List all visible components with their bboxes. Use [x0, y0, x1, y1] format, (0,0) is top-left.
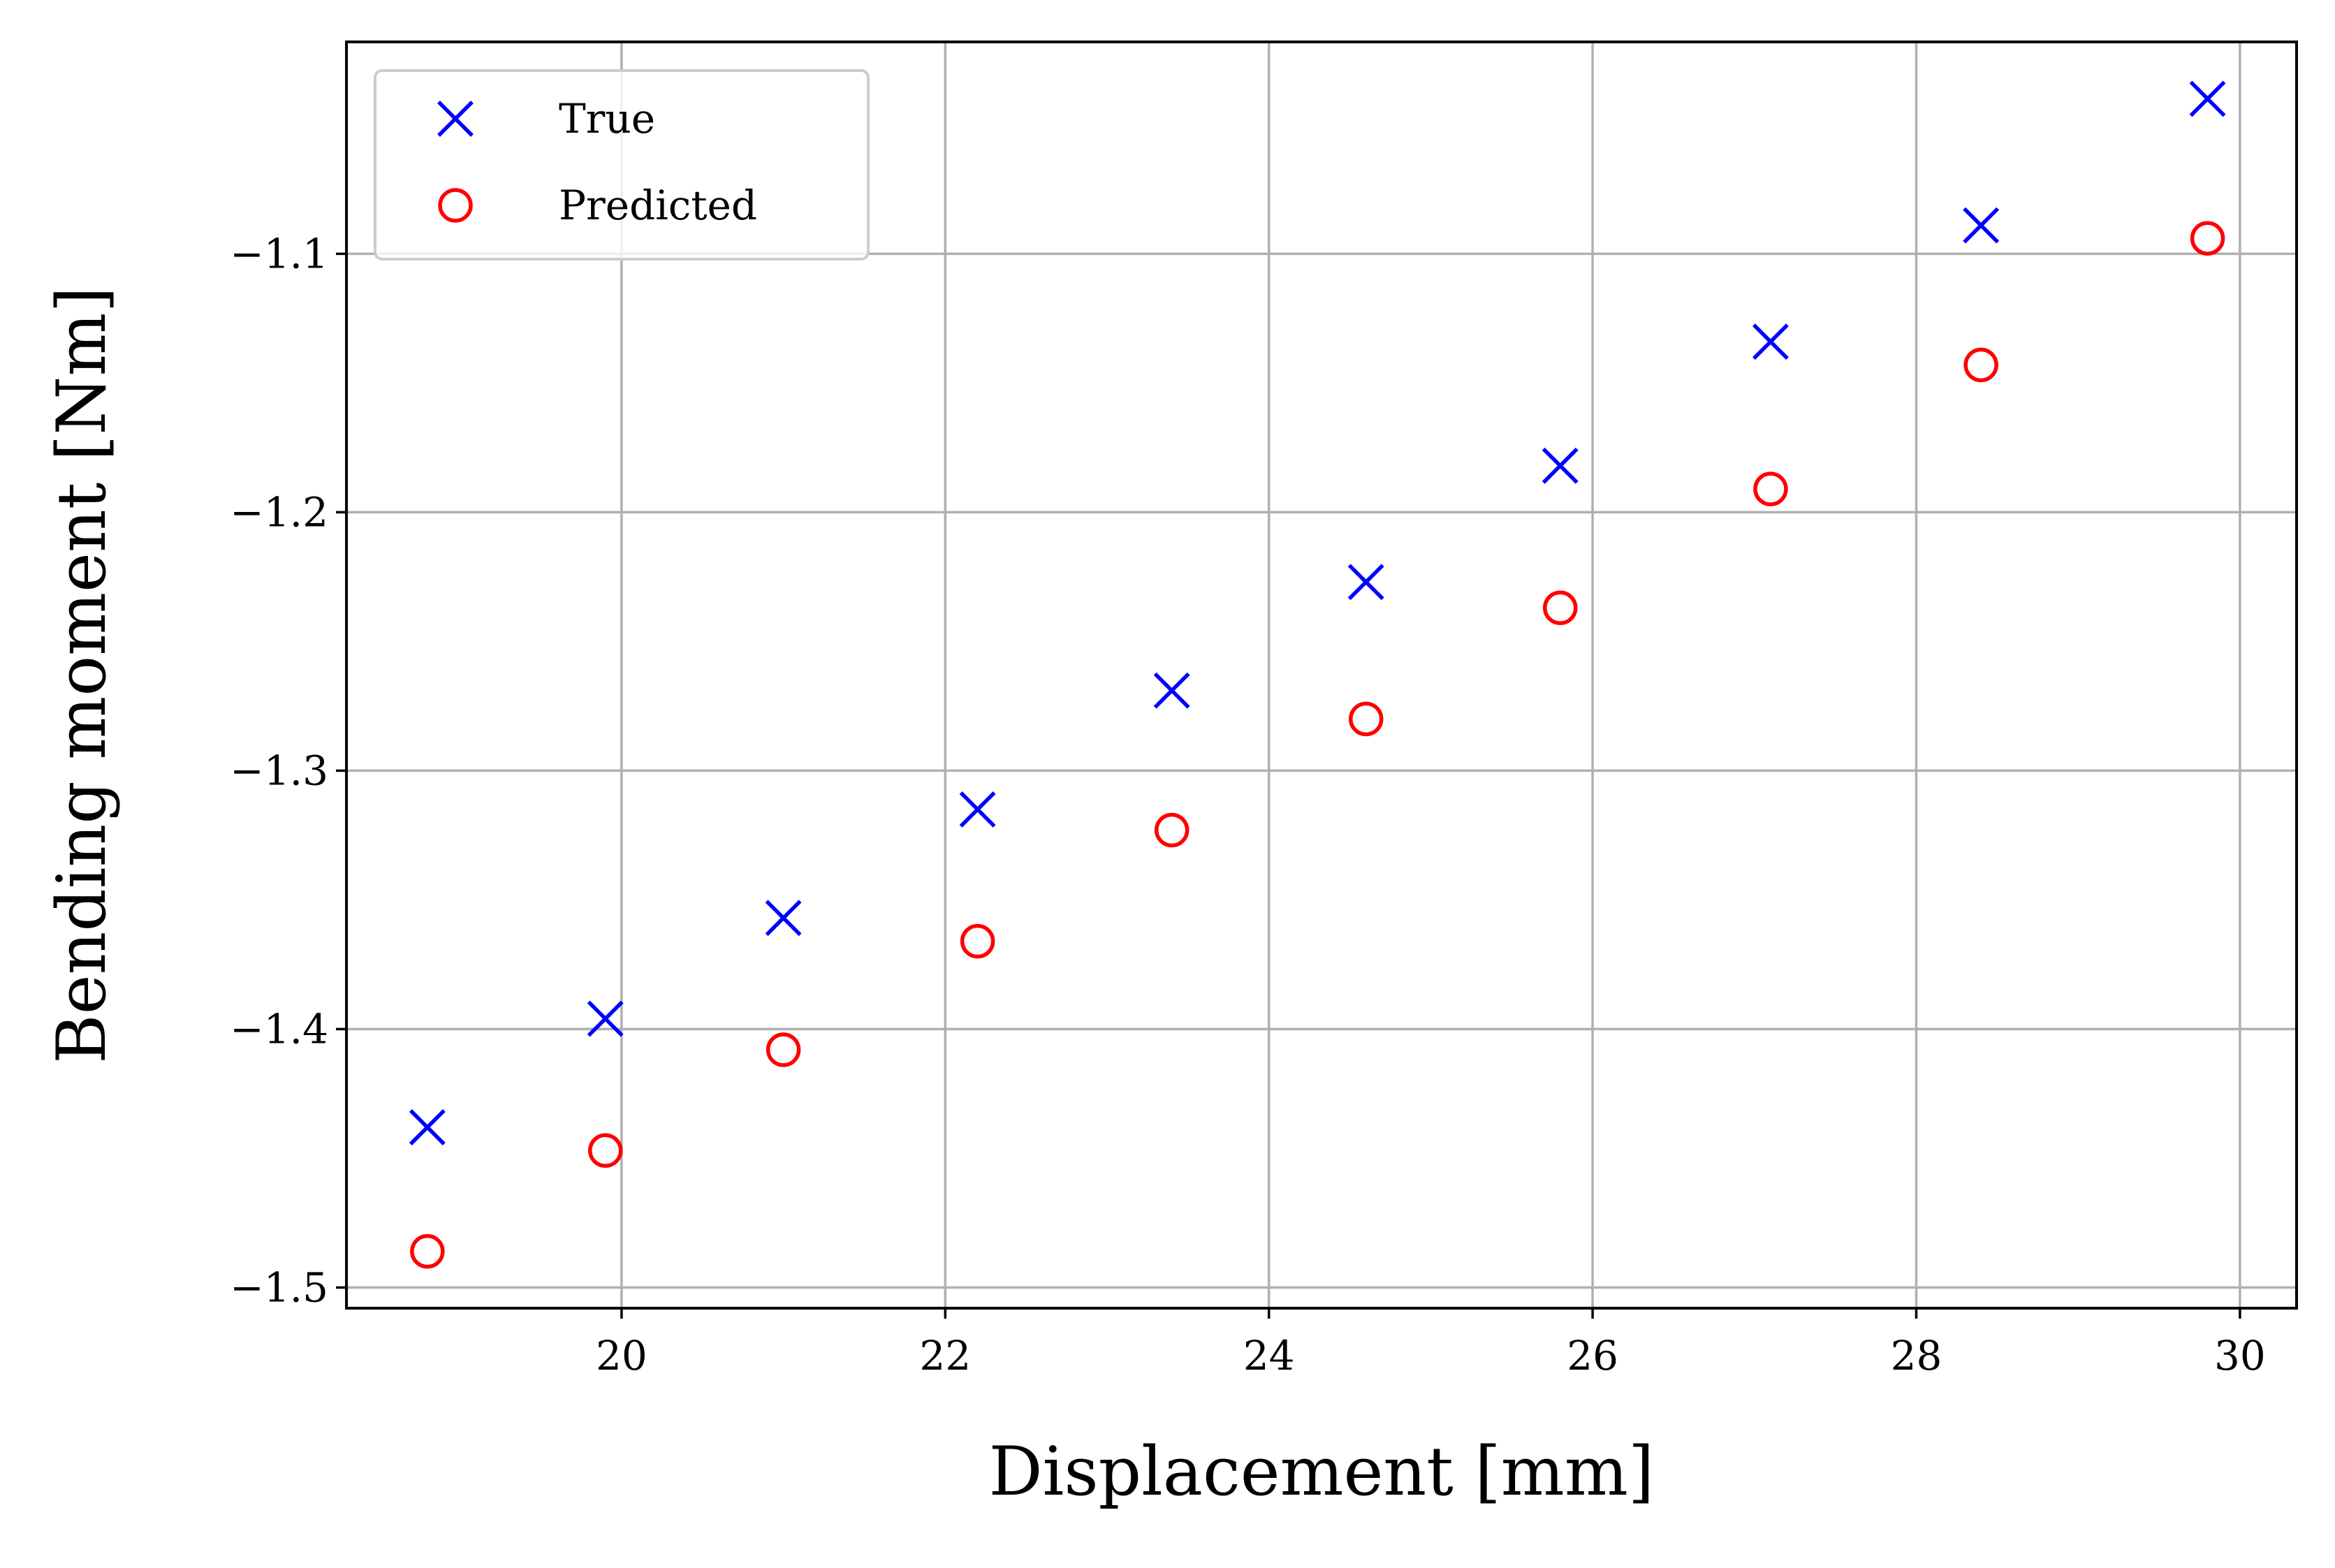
series-true	[409, 80, 2226, 1145]
x-tick-label: 22	[919, 1332, 971, 1379]
axis-ticks: 20 22 24 26 28 30 −1.5 −1.4 −1.3 −1.2 −1.1	[230, 230, 2266, 1379]
marker-stroke	[1963, 207, 2000, 244]
data-markers	[409, 80, 2226, 1269]
legend-label: Predicted	[559, 182, 757, 229]
legend-marker	[438, 188, 473, 223]
true-point	[587, 1000, 624, 1037]
y-tick-label: −1.5	[230, 1263, 328, 1311]
legend: True Predicted	[374, 69, 870, 261]
true-point	[2189, 80, 2226, 117]
true-point	[1153, 672, 1190, 709]
x-tick-label: 28	[1891, 1332, 1942, 1379]
predicted-point	[1348, 701, 1384, 737]
y-tick-label: −1.3	[230, 747, 328, 794]
marker-stroke	[1752, 323, 1789, 360]
legend-marker	[437, 101, 474, 137]
predicted-point	[1154, 812, 1190, 848]
y-tick-label: −1.4	[230, 1005, 328, 1053]
true-point	[959, 791, 996, 828]
x-tick-label: 26	[1567, 1332, 1618, 1379]
predicted-point	[766, 1032, 801, 1067]
predicted-point	[1543, 590, 1578, 626]
series-predicted	[410, 221, 2225, 1269]
marker-stroke	[1153, 672, 1190, 709]
x-axis-title: Displacement [mm]	[989, 1433, 1655, 1511]
marker-stroke	[587, 1000, 624, 1037]
predicted-point	[587, 1133, 623, 1168]
x-tick-label: 24	[1243, 1332, 1295, 1379]
true-point	[765, 900, 802, 937]
predicted-point	[2190, 221, 2225, 256]
predicted-point	[960, 923, 995, 959]
marker-stroke	[1542, 447, 1579, 484]
predicted-point	[1963, 347, 1998, 383]
marker-stroke	[409, 1109, 446, 1145]
marker-stroke	[437, 101, 474, 137]
true-point	[1542, 447, 1579, 484]
y-tick-label: −1.2	[230, 488, 328, 536]
marker-stroke	[765, 900, 802, 937]
true-point	[1963, 207, 2000, 244]
true-point	[409, 1109, 446, 1145]
marker-stroke	[1347, 564, 1384, 601]
marker-stroke	[959, 791, 996, 828]
plot-area	[345, 41, 2298, 1310]
x-tick-label: 20	[596, 1332, 647, 1379]
legend-item-true: True	[437, 95, 655, 142]
legend-item-predicted: Predicted	[438, 182, 757, 229]
true-point	[1752, 323, 1789, 360]
legend-box	[374, 69, 870, 261]
y-tick-label: −1.1	[230, 230, 328, 277]
true-point	[1347, 564, 1384, 601]
marker-stroke	[2189, 80, 2226, 117]
predicted-point	[1753, 471, 1788, 506]
x-tick-label: 30	[2214, 1332, 2266, 1379]
predicted-point	[410, 1233, 445, 1269]
y-axis-title: Bending moment [Nm]	[43, 286, 121, 1064]
legend-label: True	[559, 95, 655, 142]
